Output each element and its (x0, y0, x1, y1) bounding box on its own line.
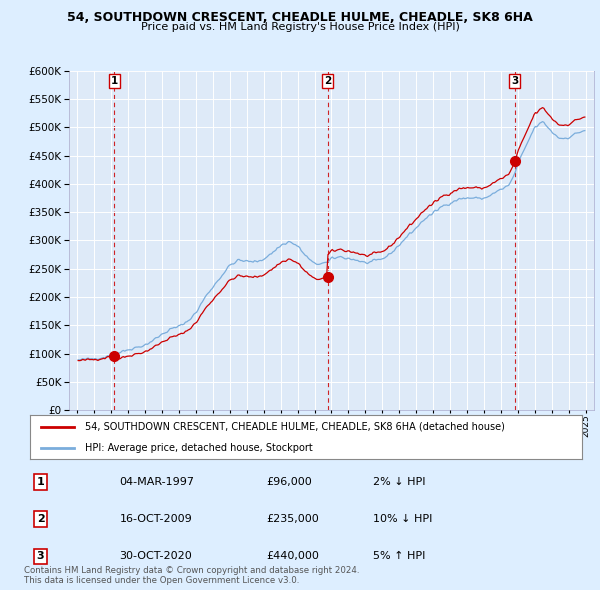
Text: 3: 3 (37, 552, 44, 561)
Text: 2: 2 (325, 76, 332, 86)
Text: 3: 3 (511, 76, 518, 86)
Text: Contains HM Land Registry data © Crown copyright and database right 2024.
This d: Contains HM Land Registry data © Crown c… (24, 566, 359, 585)
Text: 54, SOUTHDOWN CRESCENT, CHEADLE HULME, CHEADLE, SK8 6HA: 54, SOUTHDOWN CRESCENT, CHEADLE HULME, C… (67, 11, 533, 24)
Text: £235,000: £235,000 (266, 514, 319, 524)
Text: Price paid vs. HM Land Registry's House Price Index (HPI): Price paid vs. HM Land Registry's House … (140, 22, 460, 32)
Text: £96,000: £96,000 (266, 477, 312, 487)
Text: 1: 1 (37, 477, 44, 487)
Text: 2: 2 (37, 514, 44, 524)
Text: £440,000: £440,000 (266, 552, 319, 561)
Text: HPI: Average price, detached house, Stockport: HPI: Average price, detached house, Stoc… (85, 443, 313, 453)
Text: 5% ↑ HPI: 5% ↑ HPI (373, 552, 425, 561)
Text: 1: 1 (110, 76, 118, 86)
Text: 04-MAR-1997: 04-MAR-1997 (119, 477, 194, 487)
Text: 2% ↓ HPI: 2% ↓ HPI (373, 477, 426, 487)
Text: 54, SOUTHDOWN CRESCENT, CHEADLE HULME, CHEADLE, SK8 6HA (detached house): 54, SOUTHDOWN CRESCENT, CHEADLE HULME, C… (85, 422, 505, 432)
Text: 30-OCT-2020: 30-OCT-2020 (119, 552, 192, 561)
Text: 10% ↓ HPI: 10% ↓ HPI (373, 514, 433, 524)
Text: 16-OCT-2009: 16-OCT-2009 (119, 514, 192, 524)
